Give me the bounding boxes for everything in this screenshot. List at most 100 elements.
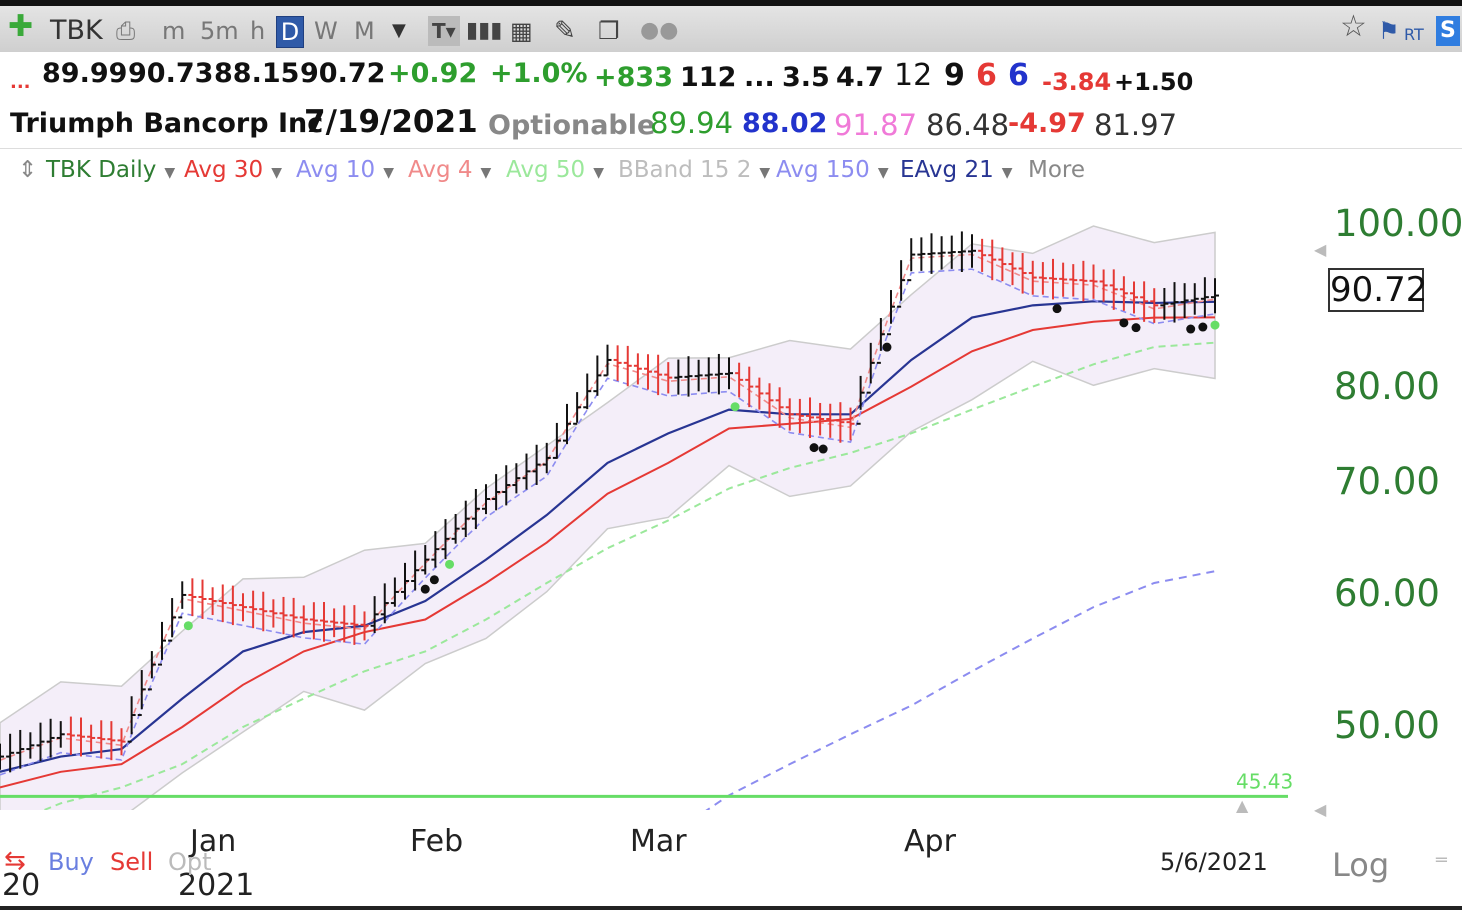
price-bar	[887, 290, 895, 336]
price-bar	[1200, 277, 1209, 318]
toolbar-symbol[interactable]: TBK	[50, 15, 103, 46]
interval-monthly-button[interactable]: M	[354, 17, 375, 45]
legend-item-label: TBK Daily	[46, 157, 157, 183]
price-bar	[1099, 269, 1108, 302]
legend-item-avg-150[interactable]: Avg 150 ▼	[776, 157, 889, 183]
signal-dot	[1131, 323, 1141, 333]
price-bar	[633, 353, 642, 385]
window-icon[interactable]: ❐	[598, 17, 620, 45]
legend-drag-arrow-icon[interactable]: ⇕	[18, 157, 38, 183]
chevron-down-icon[interactable]: ▼	[593, 165, 604, 181]
legend-item-avg-4[interactable]: Avg 4 ▼	[408, 157, 491, 183]
price-bar	[239, 593, 247, 622]
chevron-down-icon[interactable]: ▼	[164, 165, 176, 181]
scroll-up-triangle-icon[interactable]: ▲	[1236, 796, 1249, 815]
price-bar	[694, 359, 703, 392]
company-name: Triumph Bancorp Inc	[10, 108, 324, 139]
price-bar	[573, 392, 582, 425]
price-bar	[1190, 283, 1199, 315]
signal-dot	[730, 402, 740, 412]
price-bar	[279, 596, 288, 635]
price-bar	[684, 356, 693, 397]
sell-button[interactable]: Sell	[110, 848, 154, 876]
quote-value-1: 3.5	[782, 62, 830, 93]
add-symbol-plus-icon[interactable]: ✚	[8, 9, 34, 44]
legend-item-avg-50[interactable]: Avg 50 ▼	[506, 157, 604, 183]
price-bar	[451, 513, 460, 544]
signal-dot	[445, 559, 455, 569]
price-bar	[309, 602, 318, 640]
price-bar	[370, 596, 379, 633]
chevron-down-icon[interactable]: ▼	[383, 165, 394, 181]
price-bar	[816, 402, 825, 436]
price-bars-layer	[0, 231, 1219, 773]
price-bar	[178, 581, 187, 619]
price-bar	[320, 602, 328, 642]
interval-1m-button[interactable]: m	[162, 17, 186, 45]
interval-weekly-button[interactable]: W	[314, 17, 338, 45]
interval-hour-button[interactable]: h	[250, 17, 266, 45]
resize-handle-icon[interactable]: ═	[1436, 850, 1447, 871]
interval-dropdown-chevron-down-icon[interactable]: ▼	[392, 20, 406, 41]
bar-chart-icon[interactable]: ▮▮▮	[466, 18, 503, 43]
chevron-down-icon[interactable]: ▼	[759, 165, 771, 181]
price-bar	[765, 383, 774, 418]
interval-daily-button[interactable]: D	[276, 16, 304, 48]
price-bar	[563, 403, 571, 445]
ma-line-avg-30	[0, 316, 1216, 789]
print-icon[interactable]: ⎙	[116, 17, 136, 45]
chevron-down-icon[interactable]: ▼	[1001, 165, 1013, 181]
signal-dot	[818, 444, 828, 454]
settings-dots-icon[interactable]: ●●	[640, 18, 679, 43]
bollinger-band-layer	[0, 225, 1216, 810]
chevron-down-icon[interactable]: ▼	[480, 165, 492, 181]
scroll-left-triangle-icon[interactable]: ◀	[1314, 800, 1327, 819]
price-bar	[340, 605, 349, 643]
legend-item-avg-30[interactable]: Avg 30 ▼	[184, 157, 282, 183]
quote-open: 89.99	[42, 58, 128, 89]
price-chart[interactable]: 45.43	[0, 190, 1310, 810]
signal-dot	[1198, 322, 1208, 332]
star-favorite-icon[interactable]: ☆	[1340, 9, 1367, 44]
signal-dots-layer	[183, 304, 1220, 631]
ma-value-2: 88.02	[742, 108, 828, 139]
quote-dots: ...	[10, 72, 31, 93]
options-button[interactable]: Opt	[168, 848, 212, 876]
legend-item-bband[interactable]: BBand 15 2 ▼	[618, 157, 770, 183]
ma-value-4: 86.48	[926, 108, 1010, 142]
price-bar	[158, 621, 166, 666]
draw-pencil-icon[interactable]: ✎	[554, 16, 576, 46]
scroll-left-triangle-icon[interactable]: ◀	[1314, 240, 1327, 259]
legend-item-eavg-21[interactable]: EAvg 21 ▼	[900, 157, 1013, 183]
price-bar	[613, 345, 622, 381]
price-bar	[502, 465, 511, 506]
legend-item-avg-10[interactable]: Avg 10 ▼	[296, 157, 394, 183]
price-bar	[249, 590, 258, 629]
price-bar	[968, 234, 976, 268]
price-bar	[998, 247, 1007, 282]
price-tick-60: 60.00	[1334, 572, 1440, 615]
price-bar	[664, 362, 673, 394]
price-tick-70: 70.00	[1334, 460, 1440, 503]
price-bar	[401, 562, 409, 600]
legend-more-button[interactable]: More	[1028, 157, 1086, 183]
price-bar	[836, 402, 845, 443]
chevron-down-icon[interactable]: ▼	[271, 165, 282, 181]
signal-dot	[183, 621, 193, 631]
log-scale-toggle[interactable]: Log	[1332, 846, 1390, 884]
trade-arrow-icon[interactable]: ⇆	[4, 846, 26, 876]
interval-5m-button[interactable]: 5m	[200, 17, 239, 45]
text-tool-icon[interactable]: T▾	[428, 16, 460, 46]
month-label-mar: Mar	[630, 824, 687, 859]
price-tick-50: 50.00	[1334, 704, 1440, 747]
flag-icon[interactable]: ⚑	[1378, 17, 1400, 45]
legend-item-tbk-daily[interactable]: TBK Daily ▼	[46, 157, 175, 183]
price-bar	[917, 237, 926, 271]
table-grid-icon[interactable]: ▦	[510, 17, 533, 45]
price-tick-80: 80.00	[1334, 365, 1440, 408]
price-bar	[542, 442, 551, 474]
buy-button[interactable]: Buy	[48, 848, 94, 876]
chevron-down-icon[interactable]: ▼	[877, 165, 889, 181]
price-bar	[725, 357, 733, 390]
stockcharts-s-icon[interactable]: S	[1436, 16, 1460, 46]
